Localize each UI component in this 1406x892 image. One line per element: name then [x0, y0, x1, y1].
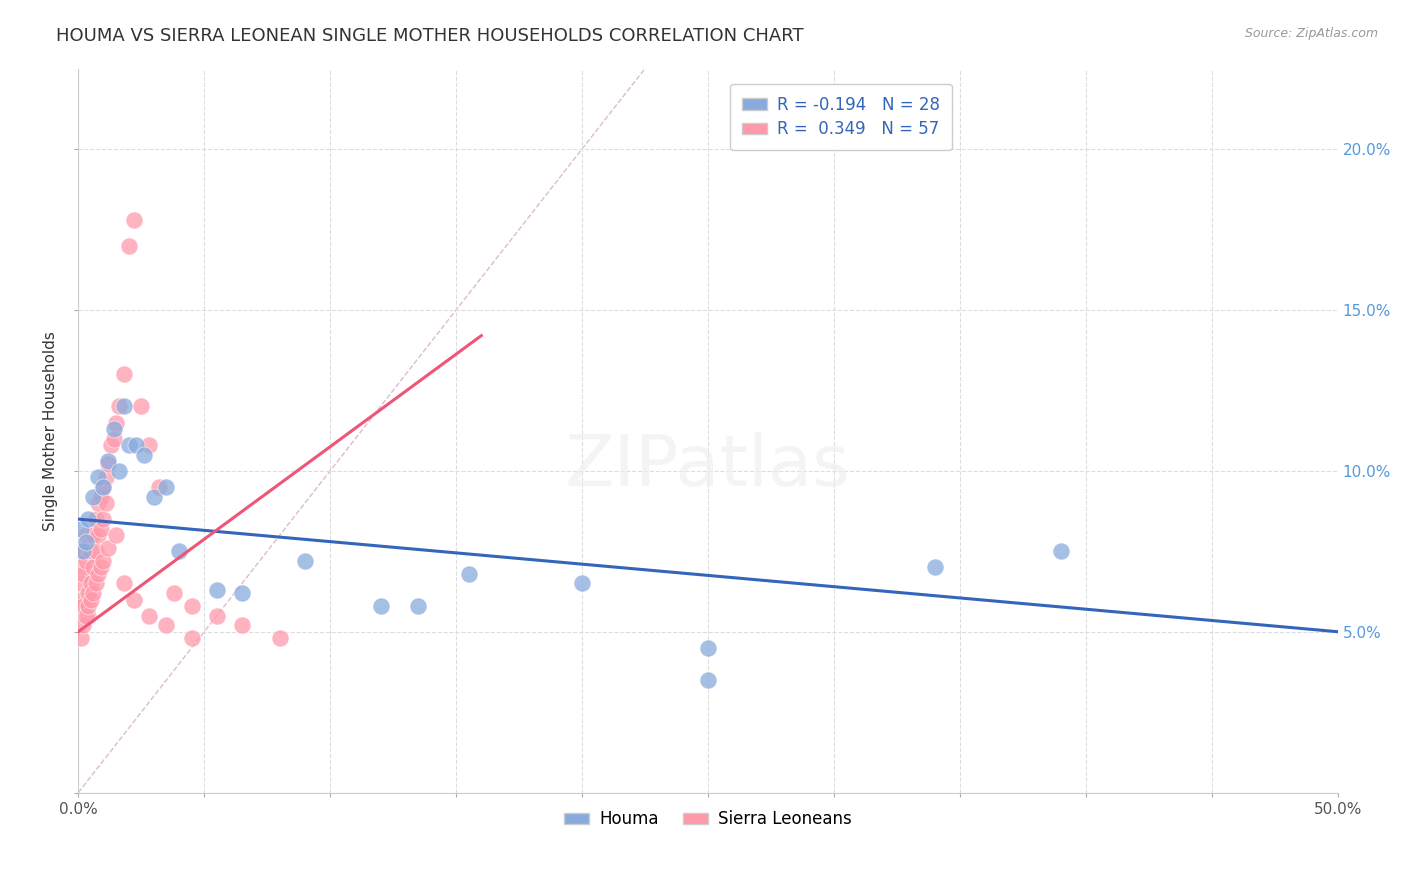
Point — [97, 541, 120, 555]
Point — [231, 618, 253, 632]
Point — [72, 566, 94, 581]
Point — [180, 631, 202, 645]
Point — [125, 438, 148, 452]
Point — [75, 554, 97, 568]
Point — [100, 438, 122, 452]
Point — [84, 576, 107, 591]
Point — [82, 586, 104, 600]
Point — [72, 544, 94, 558]
Point — [69, 631, 91, 645]
Point — [103, 432, 125, 446]
Point — [107, 400, 129, 414]
Point — [80, 544, 103, 558]
Point — [87, 528, 110, 542]
Point — [80, 592, 103, 607]
Point — [148, 480, 170, 494]
Point — [82, 528, 104, 542]
Point — [269, 631, 291, 645]
Text: HOUMA VS SIERRA LEONEAN SINGLE MOTHER HOUSEHOLDS CORRELATION CHART: HOUMA VS SIERRA LEONEAN SINGLE MOTHER HO… — [56, 27, 804, 45]
Point — [80, 576, 103, 591]
Point — [77, 608, 100, 623]
Point — [87, 566, 110, 581]
Point — [205, 582, 228, 597]
Point — [132, 448, 155, 462]
Point — [112, 576, 135, 591]
Point — [231, 586, 253, 600]
Point — [155, 480, 177, 494]
Point — [75, 528, 97, 542]
Point — [77, 586, 100, 600]
Point — [408, 599, 430, 613]
Point — [571, 576, 593, 591]
Point — [87, 496, 110, 510]
Point — [103, 422, 125, 436]
Point — [105, 528, 128, 542]
Point — [163, 586, 186, 600]
Point — [93, 554, 115, 568]
Point — [77, 512, 100, 526]
Point — [72, 599, 94, 613]
Point — [93, 480, 115, 494]
Point — [69, 522, 91, 536]
Point — [122, 212, 145, 227]
Point — [155, 618, 177, 632]
Point — [82, 560, 104, 574]
Point — [112, 400, 135, 414]
Point — [69, 576, 91, 591]
Legend: Houma, Sierra Leoneans: Houma, Sierra Leoneans — [557, 804, 859, 835]
Point — [72, 544, 94, 558]
Y-axis label: Single Mother Households: Single Mother Households — [44, 331, 58, 531]
Point — [180, 599, 202, 613]
Point — [112, 368, 135, 382]
Point — [75, 608, 97, 623]
Point — [72, 618, 94, 632]
Point — [697, 673, 720, 687]
Point — [93, 512, 115, 526]
Point — [142, 490, 165, 504]
Point — [94, 496, 117, 510]
Point — [87, 470, 110, 484]
Point — [167, 544, 190, 558]
Point — [69, 592, 91, 607]
Point — [97, 458, 120, 472]
Point — [77, 599, 100, 613]
Point — [117, 438, 139, 452]
Point — [82, 490, 104, 504]
Point — [69, 560, 91, 574]
Point — [697, 640, 720, 655]
Point — [117, 238, 139, 252]
Point — [122, 592, 145, 607]
Point — [205, 608, 228, 623]
Point — [93, 480, 115, 494]
Point — [129, 400, 152, 414]
Text: ZIPatlas: ZIPatlas — [565, 433, 851, 501]
Point — [84, 544, 107, 558]
Point — [94, 470, 117, 484]
Point — [107, 464, 129, 478]
Point — [84, 512, 107, 526]
Text: Source: ZipAtlas.com: Source: ZipAtlas.com — [1244, 27, 1378, 40]
Point — [90, 522, 112, 536]
Point — [1049, 544, 1071, 558]
Point — [97, 454, 120, 468]
Point — [90, 490, 112, 504]
Point — [370, 599, 392, 613]
Point — [138, 438, 160, 452]
Point — [75, 534, 97, 549]
Point — [105, 416, 128, 430]
Point — [138, 608, 160, 623]
Point — [90, 560, 112, 574]
Point — [924, 560, 946, 574]
Point — [457, 566, 479, 581]
Point — [294, 554, 316, 568]
